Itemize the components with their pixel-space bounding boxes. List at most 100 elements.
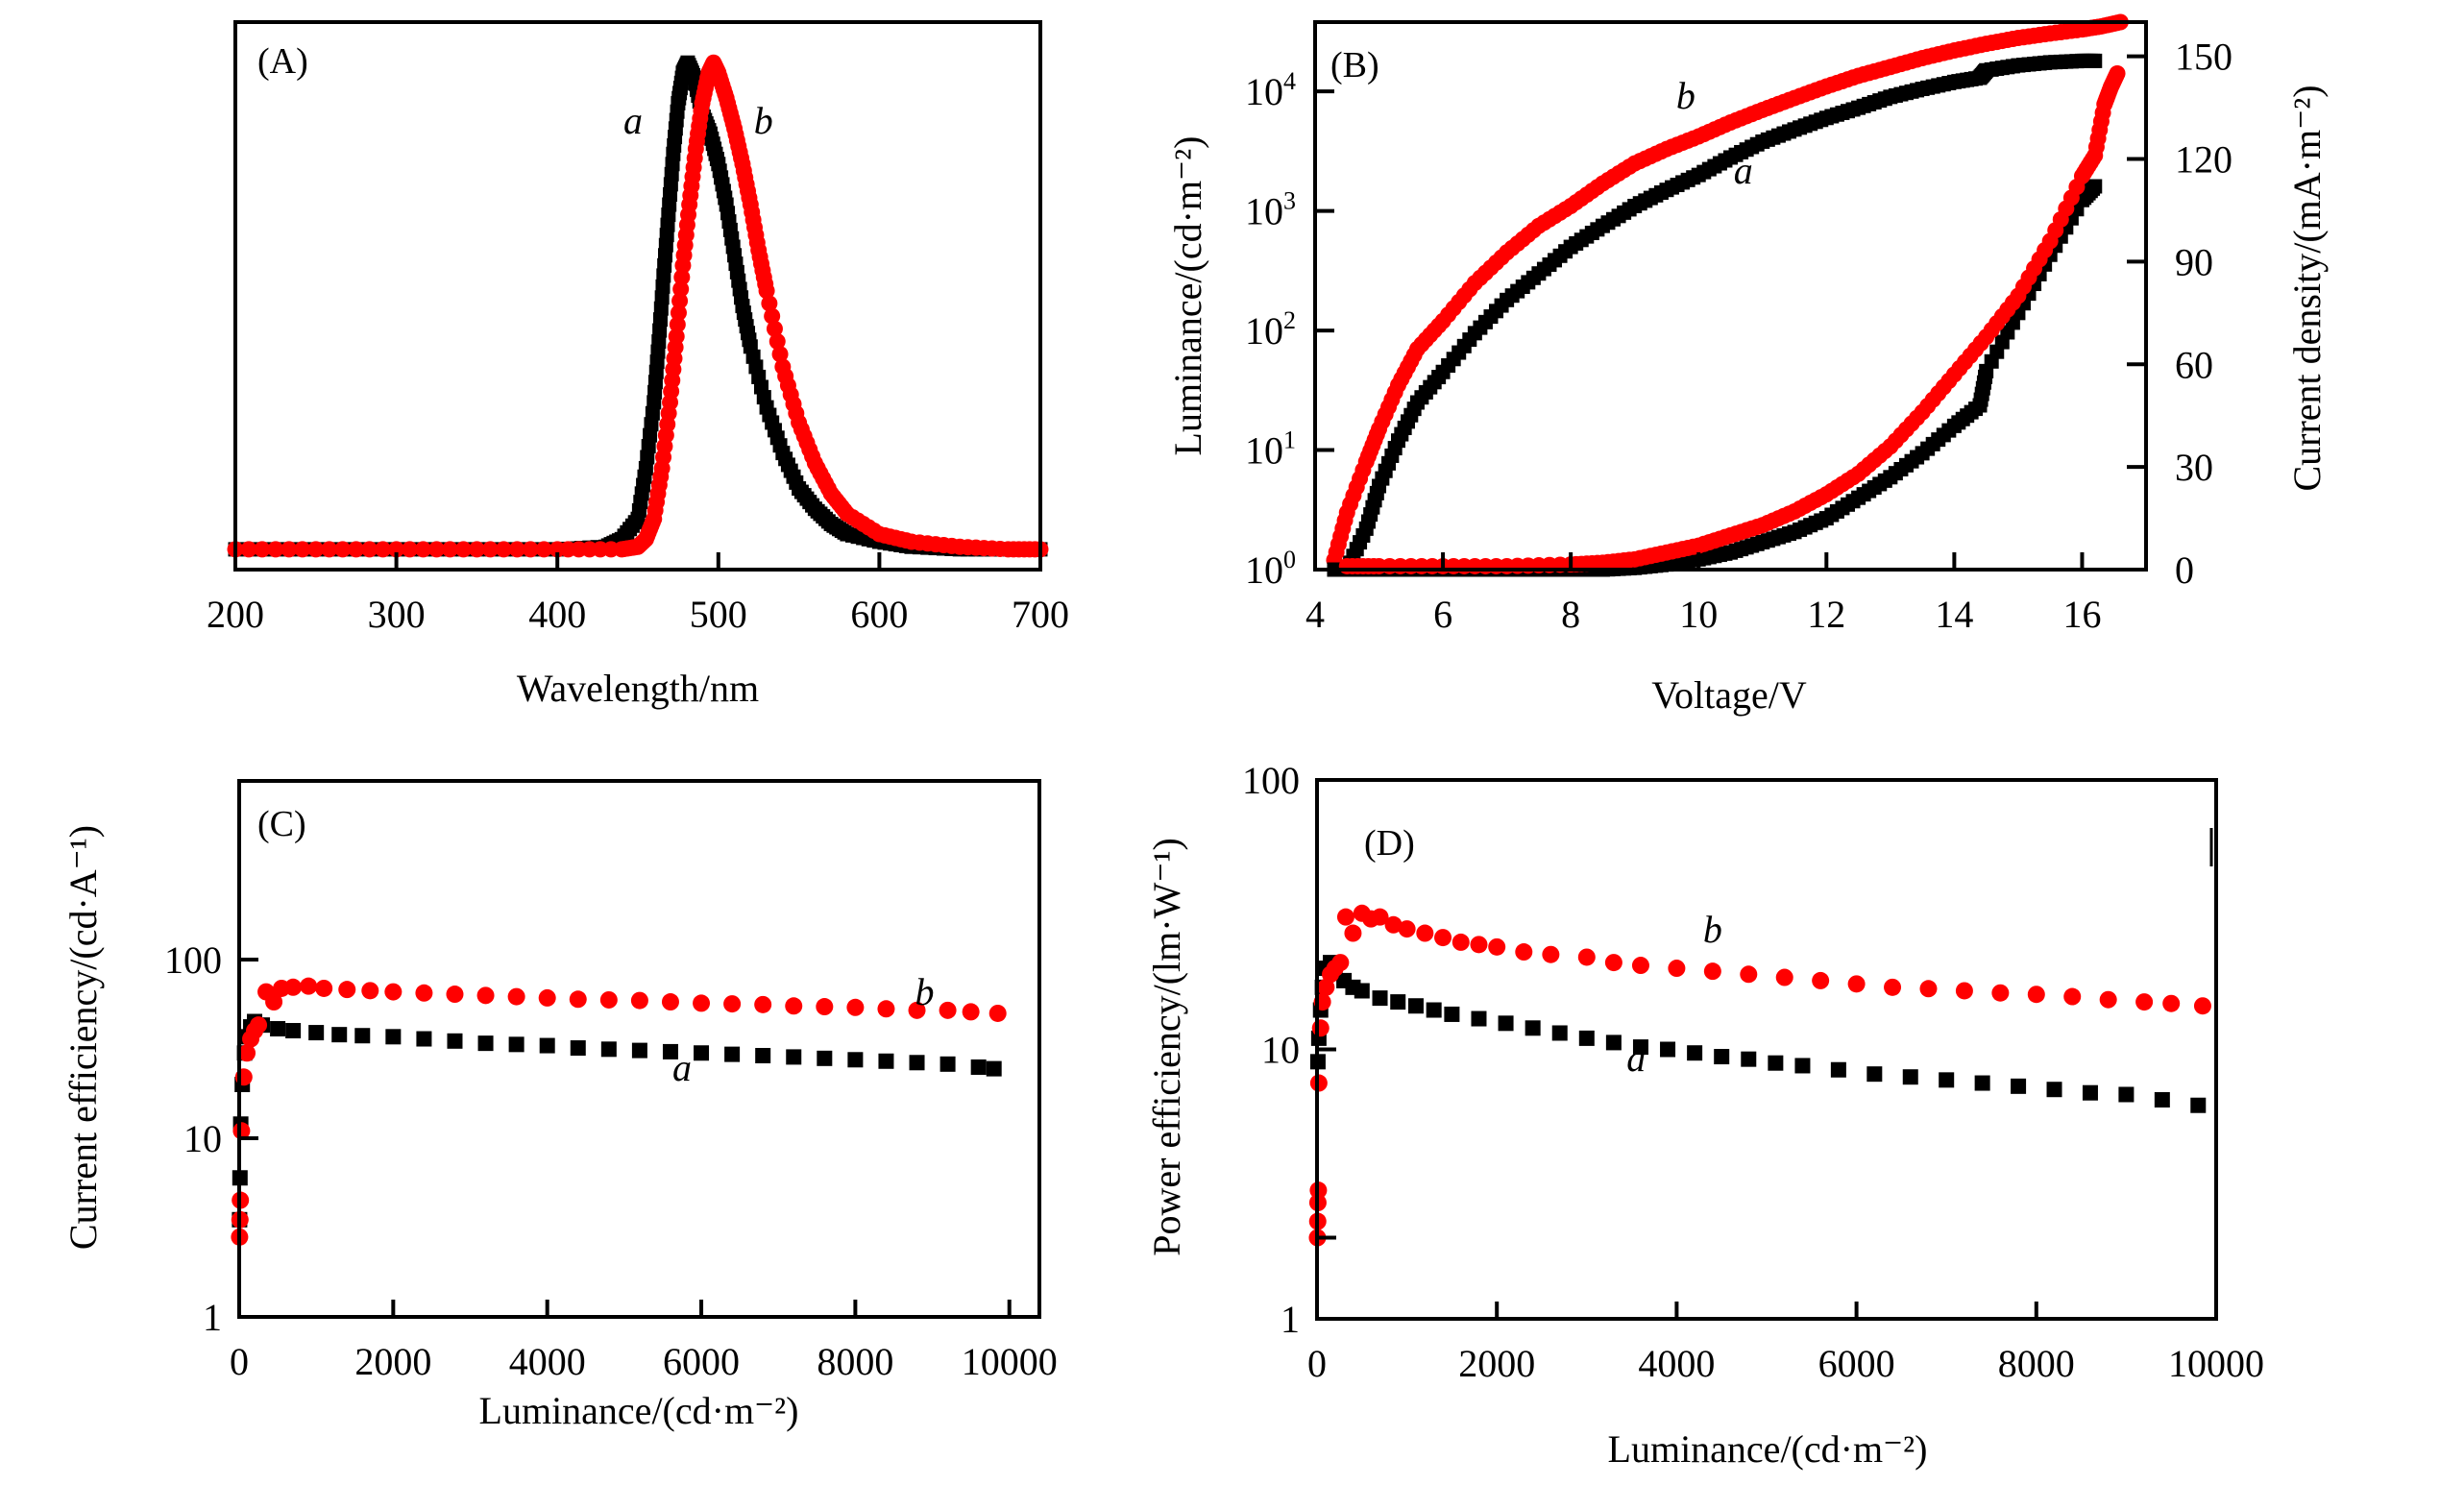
data-point-circle: [877, 1000, 895, 1018]
panel-a-x-axis-label: Wavelength/nm: [517, 667, 759, 710]
data-point-square: [909, 1055, 925, 1071]
y-tick-label: 100: [1242, 759, 1300, 802]
y-tick-label: 1: [203, 1296, 222, 1339]
data-point-square: [1578, 1030, 1595, 1046]
data-point-square: [878, 1053, 894, 1069]
panel-c-frame: [237, 779, 1041, 1319]
panel-c-series-b: [231, 977, 1007, 1246]
data-point-circle: [2193, 997, 2211, 1015]
data-point-circle: [508, 541, 525, 558]
data-point-square: [1390, 994, 1406, 1010]
panel-d-x-axis-label: Luminance/(cd·m⁻²): [1608, 1427, 1928, 1471]
y-tick-label: 10: [1261, 1029, 1300, 1072]
data-point-square: [970, 1059, 987, 1075]
data-point-square: [1687, 1045, 1703, 1061]
data-point-square: [1974, 1075, 1990, 1091]
data-point-square: [1372, 990, 1388, 1007]
data-point-circle: [1344, 924, 1362, 942]
data-point-square: [652, 312, 668, 328]
data-point-circle: [441, 541, 458, 558]
data-point-circle: [2027, 986, 2045, 1004]
panel-d-axes: 0 2000 4000 6000 8000 10000 1 10 100: [1242, 759, 2264, 1385]
panel-b-series-a-label: a: [1734, 149, 1753, 192]
data-point-circle: [908, 1001, 926, 1019]
panel-b-y-axis-label: Luminance/(cd·m⁻²): [1166, 136, 1209, 456]
data-point-square: [1498, 1015, 1514, 1032]
data-point-circle: [962, 1003, 980, 1021]
data-point-circle: [415, 984, 433, 1002]
panel-c-y-axis-label: Current efficiency/(cd·A⁻¹): [61, 825, 105, 1250]
data-point-square: [817, 1050, 833, 1066]
data-point-square: [631, 1042, 647, 1059]
data-point-circle: [307, 541, 325, 558]
data-point-circle: [1775, 968, 1793, 986]
panel-b-marks: [1326, 13, 2129, 577]
data-point-square: [1939, 1072, 1955, 1088]
data-point-circle: [1416, 924, 1434, 942]
data-point-square: [655, 279, 671, 294]
data-point-circle: [454, 541, 472, 558]
x-tick-label: 500: [690, 593, 747, 636]
data-point-circle: [661, 993, 679, 1011]
data-point-square: [2087, 53, 2103, 68]
data-point-circle: [1515, 943, 1533, 962]
panel-b-luminance-current-chart: 4 6 8 10 12 14 161001011021031040306090120150 …: [1166, 13, 2329, 717]
x-tick-label: 300: [368, 593, 426, 636]
data-point-circle: [1336, 908, 1354, 926]
data-point-circle: [250, 1016, 268, 1035]
data-point-circle: [384, 983, 403, 1001]
panel-d-series-a: [1309, 955, 2207, 1113]
y-tick-label: 1: [1281, 1298, 1300, 1341]
data-point-square: [1354, 983, 1370, 999]
x-tick-label: 4000: [509, 1340, 586, 1383]
panel-d-marks: [1308, 904, 2211, 1247]
data-point-circle: [1604, 954, 1622, 972]
x-tick-label: 12: [1807, 593, 1845, 636]
panel-b-x-axis-label: Voltage/V: [1651, 673, 1807, 717]
data-point-square: [786, 1049, 802, 1065]
y-tick-label: 101: [1245, 426, 1296, 473]
panel-c-series-a: [232, 1013, 1002, 1228]
data-point-square: [939, 1056, 956, 1072]
data-point-square: [285, 1023, 302, 1039]
data-point-square: [2118, 1086, 2135, 1103]
data-point-square: [641, 439, 656, 454]
data-point-square: [1551, 1025, 1568, 1041]
y-tick-label: 102: [1245, 306, 1296, 353]
data-point-square: [640, 450, 655, 465]
panel-d-power-efficiency-chart: 0 2000 4000 6000 8000 10000 1 10 100 (D) Luminan…: [1145, 759, 2264, 1471]
data-point-square: [354, 1028, 371, 1044]
data-point-circle: [1434, 929, 1452, 947]
x-tick-label: 700: [1012, 593, 1069, 636]
data-point-circle: [1384, 915, 1403, 934]
x-tick-label: 6: [1433, 593, 1452, 636]
data-point-circle: [1847, 975, 1866, 993]
data-point-square: [308, 1025, 325, 1041]
data-point-circle: [1668, 960, 1686, 978]
data-point-circle: [1542, 945, 1560, 963]
data-point-circle: [468, 541, 485, 558]
data-point-circle: [669, 316, 686, 333]
y2-tick-label: 0: [2175, 548, 2194, 592]
data-point-circle: [1311, 1019, 1330, 1037]
data-point-circle: [375, 541, 392, 558]
x-tick-label: 0: [1307, 1342, 1327, 1385]
data-point-circle: [816, 998, 834, 1016]
data-point-square: [1605, 1035, 1622, 1051]
data-point-circle: [693, 994, 711, 1012]
panel-c-axes: 0 2000 4000 6000 8000 10000 1 10 100: [164, 938, 1058, 1383]
data-point-square: [385, 1029, 402, 1045]
data-point-circle: [232, 1122, 251, 1140]
x-tick-label: 200: [207, 593, 264, 636]
data-point-circle: [1371, 908, 1389, 926]
panel-c-series-b-label: b: [915, 970, 935, 1013]
x-tick-label: 2000: [1458, 1342, 1535, 1385]
panel-b-series-b-luminance: [1326, 13, 2129, 569]
data-point-square: [416, 1031, 432, 1047]
x-tick-label: 600: [850, 593, 908, 636]
y2-tick-label: 150: [2175, 36, 2232, 79]
data-point-circle: [771, 346, 789, 363]
data-point-square: [539, 1037, 555, 1054]
data-point-circle: [754, 995, 772, 1013]
data-point-square: [1407, 998, 1424, 1014]
